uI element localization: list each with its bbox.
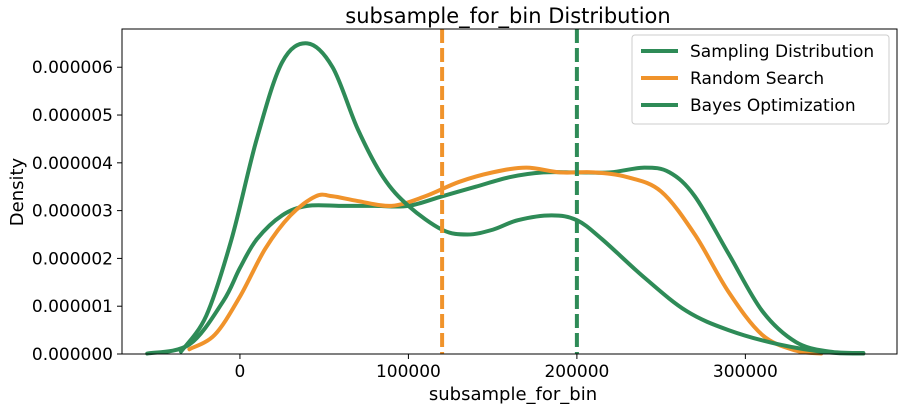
y-tick-label: 0.000000 [32, 345, 113, 365]
axes-frame [121, 28, 898, 355]
y-tick-label: 0.000005 [32, 106, 113, 126]
legend-label-3: Bayes Optimization [690, 96, 856, 116]
chart-title: subsample_for_bin Distribution [345, 4, 670, 29]
y-tick-label: 0.000003 [32, 202, 113, 222]
legend: Sampling Distribution Random Search Bayes … [631, 34, 890, 125]
y-tick-label: 0.000004 [32, 154, 113, 174]
y-tick-label: 0.000002 [32, 249, 113, 269]
x-tick-label: 100000 [376, 362, 441, 382]
x-tick-label: 200000 [544, 362, 609, 382]
y-tick-label: 0.000001 [32, 297, 113, 317]
y-tick-label: 0.000006 [32, 58, 113, 78]
legend-box [631, 34, 890, 125]
x-tick-label: 0 [235, 362, 246, 382]
series-line-2 [187, 165, 824, 356]
x-axis-title: subsample_for_bin [429, 384, 597, 405]
plot-area: 0 100000 200000 300000 0.000000 0.000001 0.000… [32, 28, 898, 382]
y-axis-title: Density [7, 157, 28, 226]
series-line-1 [145, 165, 866, 356]
legend-label-2: Random Search [690, 69, 824, 89]
legend-label-1: Sampling Distribution [690, 42, 874, 62]
series-line-3 [178, 41, 866, 356]
x-tick-label: 300000 [713, 362, 778, 382]
